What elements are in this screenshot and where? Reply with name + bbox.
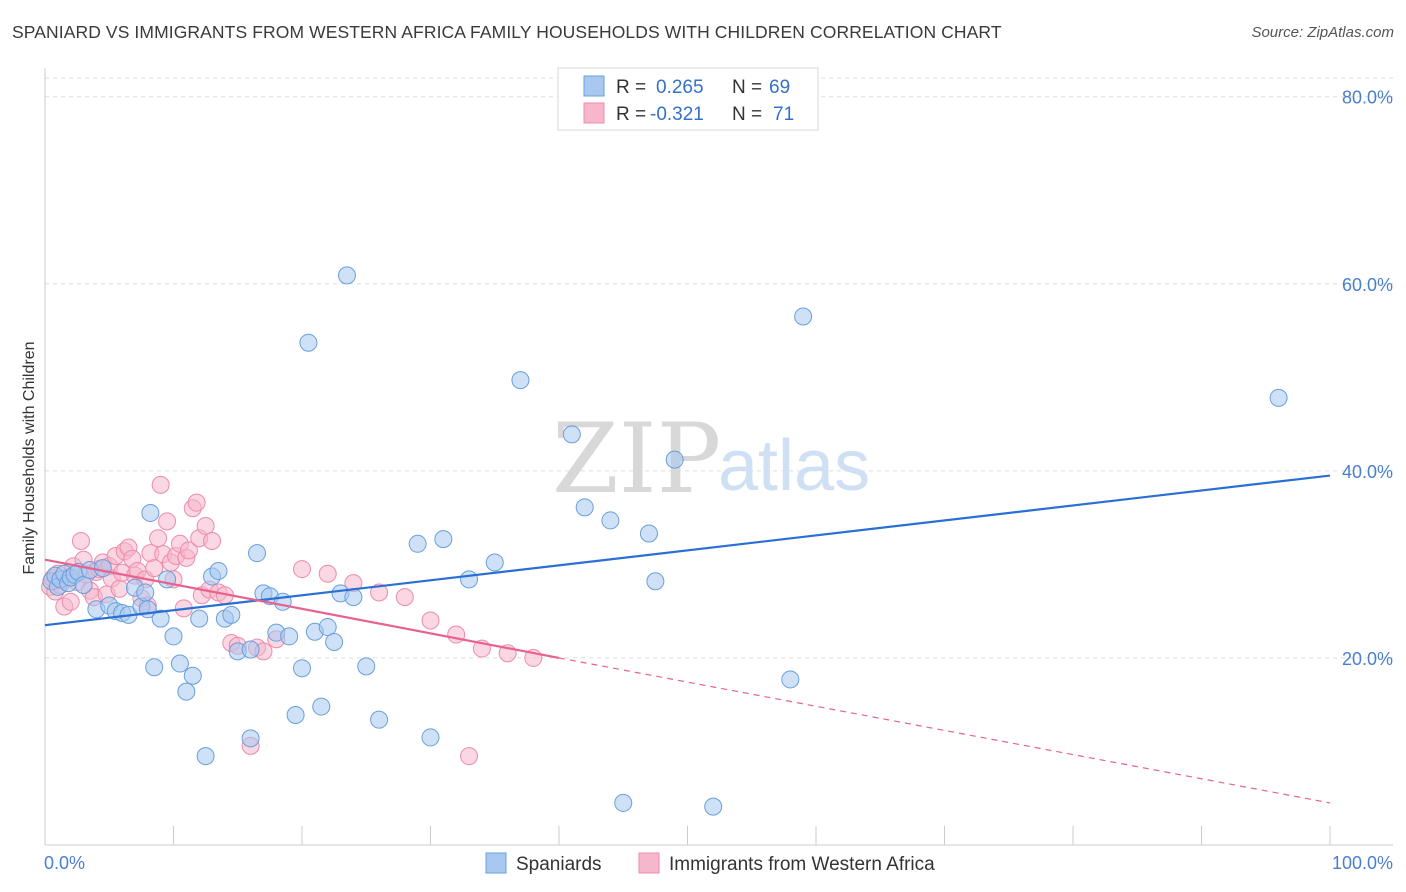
watermark-zip: ZIP xyxy=(552,403,721,515)
spaniards-point xyxy=(434,530,453,549)
spaniards-point xyxy=(93,559,112,578)
spaniards-point xyxy=(177,682,196,701)
spaniards-point xyxy=(158,570,177,589)
spaniards-point xyxy=(280,627,299,646)
spaniards-point xyxy=(639,524,658,543)
bottom-legend-swatch-immigrants xyxy=(638,852,660,874)
immigrants-point xyxy=(61,592,80,611)
watermark: ZIP atlas xyxy=(552,403,870,515)
legend-r-value-2: -0.321 xyxy=(650,104,704,125)
spaniards-point xyxy=(344,588,363,607)
legend-n-label-1: N = xyxy=(732,77,762,98)
spaniards-point xyxy=(293,659,311,678)
legend-swatch-spaniards xyxy=(583,75,605,97)
spaniards-point xyxy=(562,425,581,444)
spaniards-point xyxy=(286,705,305,724)
spaniards-point xyxy=(370,710,389,729)
watermark-atlas: atlas xyxy=(718,426,870,506)
spaniards-point xyxy=(408,534,427,553)
y-tick-label: 20.0% xyxy=(1342,649,1393,669)
spaniards-point xyxy=(781,670,800,689)
x-tick-label-max: 100.0% xyxy=(1332,853,1393,873)
spaniards-point xyxy=(460,570,479,589)
spaniards-point xyxy=(183,666,202,685)
spaniards-point xyxy=(222,605,241,624)
spaniards-point xyxy=(141,503,160,522)
axes xyxy=(44,68,1393,846)
spaniards-point xyxy=(151,609,170,628)
spaniards-point xyxy=(575,498,594,517)
chart-title: SPANIARD VS IMMIGRANTS FROM WESTERN AFRI… xyxy=(12,22,1002,42)
spaniards-point xyxy=(136,583,155,602)
immigrants-point xyxy=(460,747,479,766)
spaniards-point xyxy=(665,450,684,469)
y-axis-label: Family Households with Children xyxy=(21,342,38,575)
spaniards-point xyxy=(299,333,318,352)
spaniards-point xyxy=(325,633,344,652)
y-tick-label: 60.0% xyxy=(1342,275,1393,295)
immigrants-point xyxy=(149,529,168,548)
legend-r-label-1: R = xyxy=(616,77,646,98)
legend-r-value-1: 0.265 xyxy=(656,77,704,98)
immigrants-point xyxy=(179,541,198,560)
bottom-legend-label-immigrants: Immigrants from Western Africa xyxy=(669,854,935,875)
grid xyxy=(45,77,1393,659)
spaniards-point xyxy=(794,307,813,326)
spaniards-point xyxy=(145,658,164,677)
immigrants-point xyxy=(196,517,215,536)
y-tick-label: 80.0% xyxy=(1342,88,1393,108)
spaniards-point xyxy=(646,572,665,591)
immigrants-point xyxy=(158,512,177,531)
legend-n-value-1: 69 xyxy=(769,77,790,98)
immigrants-trendline-dashed xyxy=(558,657,1331,804)
spaniards-point xyxy=(190,609,209,628)
spaniards-point xyxy=(196,747,215,766)
trendlines xyxy=(44,474,1331,804)
y-tick-label: 40.0% xyxy=(1342,462,1393,482)
immigrants-point xyxy=(203,532,222,551)
stats-legend: R = 0.265 N = 69 R = -0.321 N = 71 xyxy=(557,67,819,131)
spaniards-point xyxy=(241,640,260,659)
immigrants-trendline-solid xyxy=(44,558,560,660)
spaniards-point xyxy=(170,654,189,673)
y-tick-labels: 20.0% 40.0% 60.0% 80.0% xyxy=(1342,88,1393,669)
immigrants-point xyxy=(151,475,170,494)
spaniards-point xyxy=(337,266,356,285)
legend-n-value-2: 71 xyxy=(773,104,794,125)
spaniards-point xyxy=(421,728,440,747)
immigrants-point xyxy=(370,583,389,602)
spaniards-point xyxy=(704,797,723,816)
spaniards-point xyxy=(318,618,337,637)
immigrants-point xyxy=(318,564,337,583)
spaniards-point xyxy=(1269,388,1288,407)
immigrants-point xyxy=(395,588,414,607)
spaniards-point xyxy=(601,511,620,530)
series-spaniards-points xyxy=(42,266,1288,816)
immigrants-point xyxy=(293,560,311,579)
bottom-legend-swatch-spaniards xyxy=(485,852,507,874)
legend-n-label-2: N = xyxy=(732,104,762,125)
spaniards-point xyxy=(312,697,331,716)
immigrants-point xyxy=(187,493,206,512)
spaniards-point xyxy=(74,575,93,594)
immigrants-point xyxy=(110,579,129,598)
immigrants-point xyxy=(421,611,440,630)
x-tick-label-min: 0.0% xyxy=(44,853,85,873)
immigrants-point xyxy=(71,532,90,551)
spaniards-point xyxy=(485,553,504,572)
immigrants-point xyxy=(145,559,164,578)
spaniards-point xyxy=(511,371,530,390)
spaniards-point xyxy=(614,793,633,812)
spaniards-point xyxy=(164,627,183,646)
series-legend: Spaniards Immigrants from Western Africa xyxy=(485,852,935,875)
legend-swatch-immigrants xyxy=(583,102,605,124)
spaniards-point xyxy=(209,561,228,580)
bottom-legend-label-spaniards: Spaniards xyxy=(516,854,602,875)
legend-r-label-2: R = xyxy=(616,104,646,125)
spaniards-point xyxy=(241,729,260,748)
spaniards-point xyxy=(248,544,267,563)
source-credit: Source: ZipAtlas.com xyxy=(1251,24,1394,41)
spaniards-point xyxy=(357,657,376,676)
